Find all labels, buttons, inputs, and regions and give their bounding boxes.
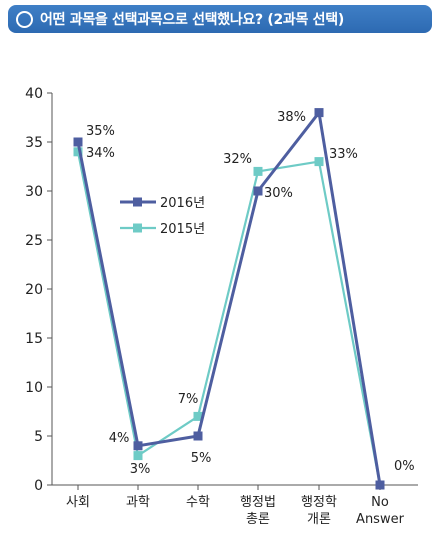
legend-marker <box>133 223 142 233</box>
x-tick-label: 사회 <box>66 495 90 510</box>
series-group <box>73 108 385 490</box>
y-tick-label: 25 <box>25 233 43 249</box>
series-point <box>73 137 83 147</box>
legend-marker <box>133 197 142 207</box>
y-axis-ticks: 0 5 10 15 20 25 30 35 40 <box>25 86 52 494</box>
x-tick-label: 수학 <box>186 495 210 510</box>
data-label: 35% <box>86 124 115 139</box>
data-label: 38% <box>277 110 306 125</box>
series-point <box>193 431 203 441</box>
data-label: 32% <box>223 152 252 167</box>
series-point <box>73 147 83 157</box>
x-tick-label: 행정법 <box>240 494 276 510</box>
x-tick-label: Answer <box>356 512 405 527</box>
data-label: 3% <box>130 462 151 477</box>
x-tick-label: No <box>371 495 389 510</box>
y-tick-label: 20 <box>25 282 43 298</box>
circle-icon <box>16 10 33 28</box>
series-line <box>76 111 382 486</box>
legend-label: 2015년 <box>160 222 205 237</box>
series-point <box>314 108 324 118</box>
y-tick-label: 35 <box>25 135 43 151</box>
data-label: 7% <box>178 392 199 407</box>
chart-title: 어떤 과목을 선택과목으로 선택했나요? (2과목 선택) <box>40 12 344 28</box>
y-tick-label: 40 <box>25 86 43 102</box>
series-point <box>253 186 263 196</box>
series-point <box>375 480 385 490</box>
series-point <box>133 451 143 461</box>
legend: 2016년 2015년 <box>120 196 205 237</box>
series-point <box>314 157 324 167</box>
series-point <box>133 441 143 451</box>
title-bar: 어떤 과목을 선택과목으로 선택했나요? (2과목 선택) <box>8 5 432 33</box>
data-label: 33% <box>329 147 358 162</box>
series-point <box>193 411 203 421</box>
data-label: 4% <box>109 431 130 446</box>
x-tick-label: 개론 <box>307 512 331 527</box>
y-tick-label: 15 <box>25 331 43 347</box>
y-tick-label: 10 <box>25 380 43 396</box>
x-tick-label: 행정학 <box>301 494 337 510</box>
data-label: 0% <box>394 459 415 474</box>
legend-label: 2016년 <box>160 196 205 211</box>
data-label: 30% <box>264 186 293 201</box>
data-label: 5% <box>191 451 212 466</box>
y-tick-label: 0 <box>34 478 43 494</box>
y-tick-label: 5 <box>34 429 43 445</box>
x-tick-label: 총론 <box>246 512 270 527</box>
data-label: 34% <box>86 146 115 161</box>
series-point <box>253 166 263 176</box>
data-labels: 35% 4% 5% 30% 38% 0% 34% 3% 7% 32% 33% <box>86 110 415 477</box>
y-tick-label: 30 <box>25 184 43 200</box>
series-line <box>76 151 382 486</box>
x-tick-label: 과학 <box>126 495 150 510</box>
